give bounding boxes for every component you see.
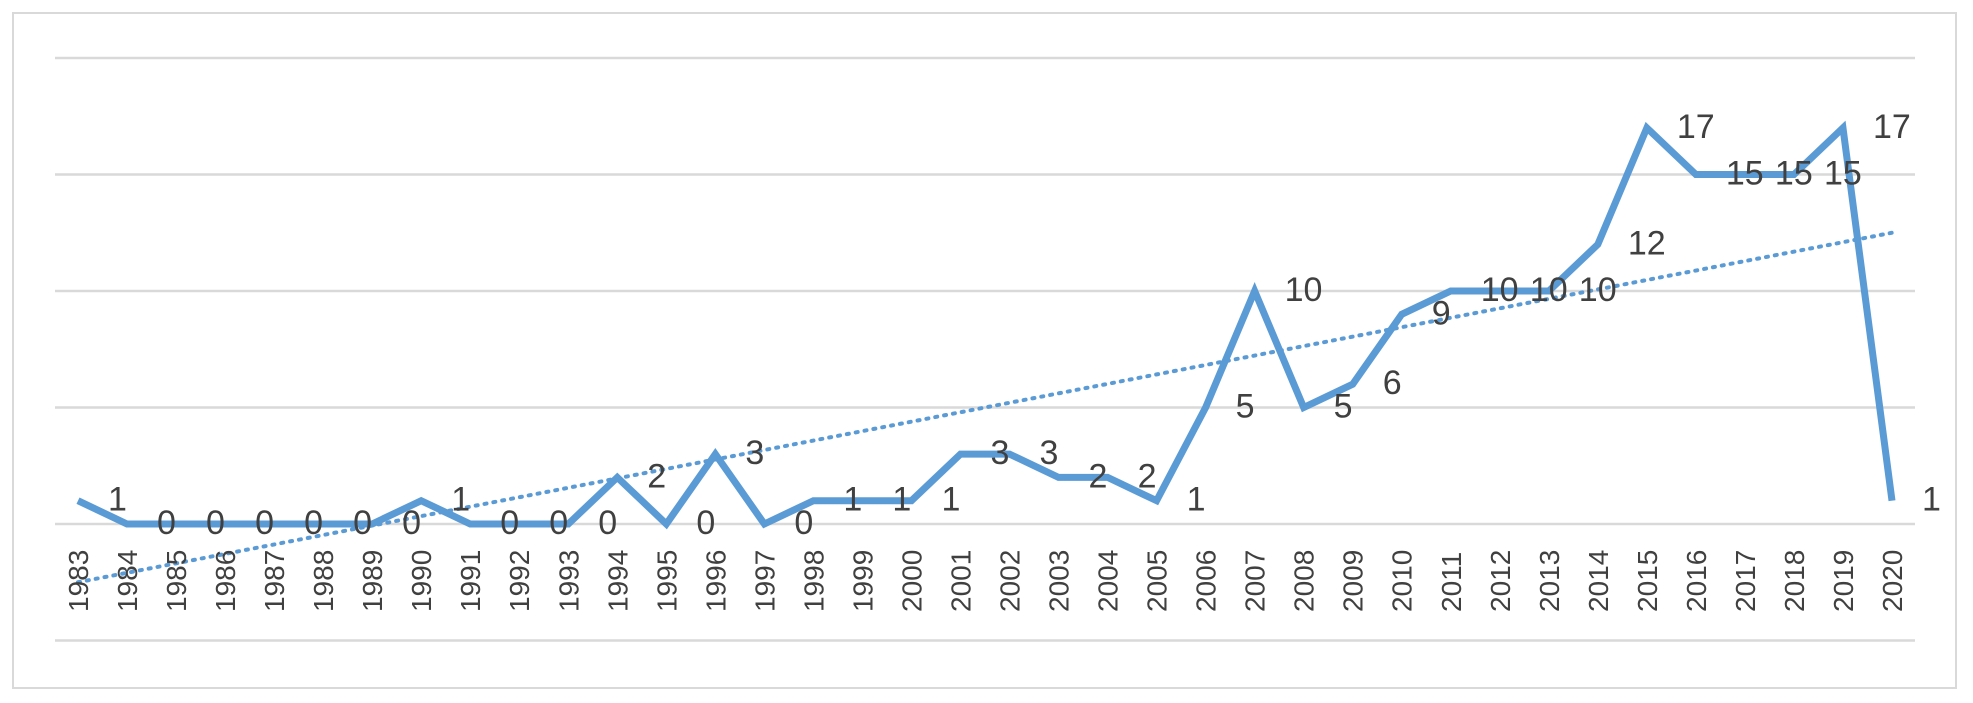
data-label: 17 <box>1677 108 1715 146</box>
x-tick-label: 2011 <box>1436 552 1467 612</box>
x-tick-label: 1987 <box>259 550 290 612</box>
x-tick-label: 2006 <box>1191 550 1222 612</box>
x-tick-label: 1988 <box>308 550 339 612</box>
series-line <box>76 120 1896 530</box>
x-tick-label: 1992 <box>504 550 535 612</box>
data-label: 1 <box>451 481 470 519</box>
x-tick-label: 2017 <box>1730 550 1761 612</box>
x-tick-label: 1999 <box>847 550 878 612</box>
data-label: 15 <box>1726 155 1764 193</box>
x-tick-label: 2000 <box>896 550 927 612</box>
x-tick-label: 2013 <box>1534 550 1565 612</box>
data-label: 10 <box>1481 271 1519 309</box>
x-tick-label: 1993 <box>553 550 584 612</box>
data-label: 10 <box>1579 271 1617 309</box>
data-label: 5 <box>1334 388 1353 426</box>
data-label: 1 <box>1922 481 1941 519</box>
x-tick-label: 1989 <box>357 550 388 612</box>
data-label: 1 <box>1187 481 1206 519</box>
x-tick-label: 2007 <box>1240 550 1271 612</box>
x-axis-tick-labels: 1983 1984 1985 1986 1987 1988 1989 1990 1991 1992… <box>63 550 1908 612</box>
series-line-path <box>76 120 1896 530</box>
x-tick-label: 1998 <box>798 550 829 612</box>
data-label: 10 <box>1285 271 1323 309</box>
data-label: 1 <box>843 481 862 519</box>
data-label: 2 <box>1138 457 1157 495</box>
x-tick-label: 1986 <box>210 550 241 612</box>
data-label: 3 <box>1040 434 1059 472</box>
trendline <box>76 230 1894 585</box>
data-label: 2 <box>1089 457 1108 495</box>
x-tick-label: 2020 <box>1877 550 1908 612</box>
data-label: 10 <box>1530 271 1568 309</box>
data-label: 0 <box>255 504 274 542</box>
data-label: 0 <box>157 504 176 542</box>
data-label: 3 <box>990 434 1009 472</box>
x-tick-label: 1995 <box>651 550 682 612</box>
data-label: 15 <box>1824 155 1862 193</box>
data-label: 0 <box>598 504 617 542</box>
x-tick-label: 2016 <box>1681 550 1712 612</box>
data-label: 1 <box>892 481 911 519</box>
x-tick-label: 1984 <box>112 550 143 612</box>
data-label: 0 <box>206 504 225 542</box>
data-label: 15 <box>1775 155 1813 193</box>
x-tick-label: 1983 <box>63 550 94 612</box>
data-label: 9 <box>1432 294 1451 332</box>
data-label: 0 <box>549 504 568 542</box>
trendline-path <box>76 230 1894 585</box>
chart-frame <box>12 12 1957 689</box>
data-label: 3 <box>745 434 764 472</box>
data-label: 0 <box>402 504 421 542</box>
data-label: 1 <box>108 481 127 519</box>
x-tick-label: 2004 <box>1093 550 1124 612</box>
data-label: 0 <box>794 504 813 542</box>
x-tick-label: 2009 <box>1338 550 1369 612</box>
x-tick-label: 1996 <box>700 550 731 612</box>
data-label: 17 <box>1873 108 1911 146</box>
x-tick-label: 1985 <box>161 550 192 612</box>
x-tick-label: 2019 <box>1828 550 1859 612</box>
x-tick-label: 2010 <box>1387 550 1418 612</box>
data-label: 0 <box>353 504 372 542</box>
x-tick-label: 1994 <box>602 550 633 612</box>
data-label: 0 <box>500 504 519 542</box>
data-label: 5 <box>1236 388 1255 426</box>
x-tick-label: 1990 <box>406 550 437 612</box>
x-tick-label: 1991 <box>455 550 486 612</box>
x-tick-label: 2002 <box>995 550 1026 612</box>
data-label: 6 <box>1383 364 1402 402</box>
data-label: 2 <box>647 457 666 495</box>
data-label: 0 <box>304 504 323 542</box>
x-tick-label: 2014 <box>1583 550 1614 612</box>
x-tick-label: 2012 <box>1485 550 1516 612</box>
x-tick-label: 2003 <box>1044 550 1075 612</box>
x-tick-label: 2001 <box>945 550 976 612</box>
x-tick-label: 2005 <box>1142 550 1173 612</box>
x-tick-label: 1997 <box>749 550 780 612</box>
x-tick-label: 2018 <box>1779 550 1810 612</box>
x-tick-label: 2008 <box>1289 550 1320 612</box>
data-label: 12 <box>1628 224 1666 262</box>
data-label: 1 <box>941 481 960 519</box>
data-label: 0 <box>696 504 715 542</box>
x-tick-label: 2015 <box>1632 550 1663 612</box>
